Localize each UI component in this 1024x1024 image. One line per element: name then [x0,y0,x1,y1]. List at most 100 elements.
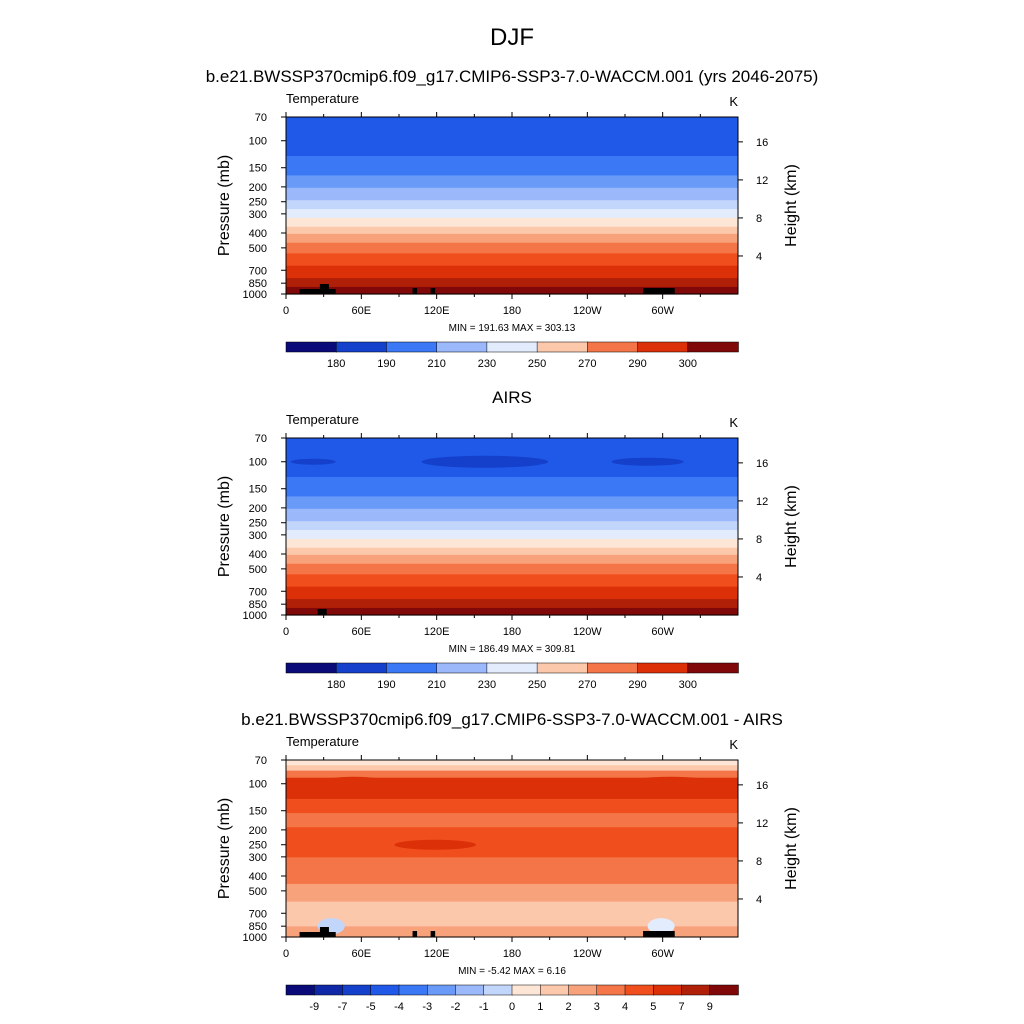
contour-band-10 [286,242,738,254]
contour-band-12 [286,586,738,600]
contour-band-11 [286,253,738,267]
y-tick-label: 700 [249,908,267,920]
y-tick-label: 850 [249,599,267,611]
x-tick-label: 60E [352,305,372,317]
height-tick-label: 4 [756,894,762,906]
contour-band-8 [286,857,738,885]
height-tick-label: 16 [756,780,768,792]
contour-band-13 [286,599,738,609]
contour-band-2 [286,155,738,177]
colorbar-label: -4 [394,1001,404,1013]
colorbar-label: 190 [377,358,395,370]
height-tick-label: 16 [756,458,768,470]
x-tick-label: 60W [651,305,674,317]
contour-band-4 [286,187,738,201]
colorbar-segment [624,984,654,996]
contour-band-5 [286,798,738,814]
x-tick-label: 120E [424,626,450,638]
colorbar-label: 290 [628,358,646,370]
chart-panel-3: b.e21.BWSSP370cmip6.f09_g17.CMIP6-SSP3-7… [216,710,800,1013]
contour-feature [290,458,336,465]
colorbar-segment [436,341,488,353]
colorbar-label: -9 [309,1001,319,1013]
colorbar-segment [637,662,689,674]
y-tick-label: 850 [249,278,267,290]
x-tick-label: 180 [503,305,521,317]
contour-band-1 [286,117,738,157]
height-tick-label: 12 [756,496,768,508]
contour-band-13 [286,278,738,288]
y-tick-label: 300 [249,530,267,542]
colorbar-segment [687,662,739,674]
contour-feature [317,776,390,791]
colorbar-label: 210 [427,679,445,691]
y-tick-label: 400 [249,228,267,240]
contour-feature [647,918,675,935]
y-tick-label: 500 [249,243,267,255]
y-tick-label: 1000 [243,610,267,622]
colorbar-segment [386,662,438,674]
colorbar-segment [285,341,337,353]
topography-mask [317,609,327,615]
contour-band-7 [286,538,738,549]
panel-unit-label: K [729,737,738,752]
y-tick-label: 150 [249,806,267,818]
contour-band-3 [286,175,738,189]
colorbar-segment [637,341,689,353]
y-axis-title: Pressure (mb) [216,798,233,899]
panel-title: b.e21.BWSSP370cmip6.f09_g17.CMIP6-SSP3-7… [206,67,819,86]
colorbar-label: 3 [594,1001,600,1013]
colorbar-segment [587,662,639,674]
height-tick-label: 12 [756,175,768,187]
chart-panel-2: AIRS Temperature K 0 60E 120E 180 120W 60W 70 100 1… [216,388,800,691]
x-tick-label: 120E [424,948,450,960]
y-tick-label: 250 [249,197,267,209]
colorbar-segment [486,662,538,674]
colorbar-label: -2 [451,1001,461,1013]
colorbar-label: 4 [622,1001,628,1013]
y-tick-label: 150 [249,163,267,175]
y-tick-label: 700 [249,265,267,277]
x-tick-label: 60E [352,948,372,960]
y-tick-label: 200 [249,825,267,837]
contour-feature [611,457,684,466]
panel-unit-label: K [729,415,738,430]
contour-band-8 [286,547,738,556]
min-max-stats: MIN = 191.63 MAX = 303.13 [449,323,576,334]
contour-band-7 [286,827,738,858]
x-tick-label: 0 [283,305,289,317]
x-tick-label: 120W [573,305,602,317]
colorbar-label: 250 [528,358,546,370]
chart-panel-1: b.e21.BWSSP370cmip6.f09_g17.CMIP6-SSP3-7… [206,67,819,370]
height-tick-label: 8 [756,856,762,868]
panel-left-label: Temperature [286,412,359,427]
topography-mask [412,288,418,294]
colorbar-segment [436,662,488,674]
y-tick-label: 200 [249,503,267,515]
colorbar-segment [335,341,388,353]
y-tick-label: 150 [249,484,267,496]
colorbar-label: 9 [707,1001,713,1013]
x-tick-label: 120W [573,626,602,638]
contour-band-9 [286,233,738,244]
colorbar-segment [536,341,589,353]
colorbar-label: 5 [650,1001,656,1013]
y-tick-label: 100 [249,136,267,148]
colorbar-label: -1 [479,1001,489,1013]
panel-left-label: Temperature [286,91,359,106]
colorbar-segment [687,341,739,353]
colorbar-label: 1 [537,1001,543,1013]
contour-band-3 [286,770,738,779]
panel-left-label: Temperature [286,734,359,749]
topography-mask [643,931,675,937]
contour-band-12 [286,265,738,279]
contour-band-1 [286,760,738,766]
x-tick-label: 60W [651,626,674,638]
colorbar-label: 270 [578,358,596,370]
colorbar-segment [342,984,372,996]
colorbar-segment [386,341,438,353]
colorbar-segment [681,984,711,996]
x-tick-label: 180 [503,948,521,960]
colorbar-label: 270 [578,679,596,691]
